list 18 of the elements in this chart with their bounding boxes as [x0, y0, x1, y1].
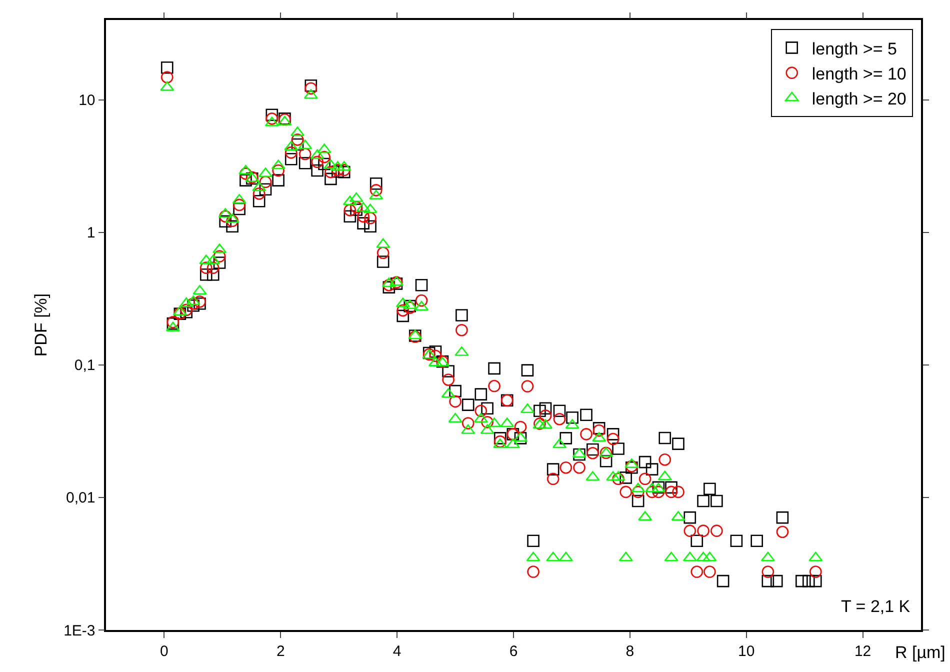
x-tick-label: 2 [276, 642, 285, 660]
legend-label: length >= 5 [812, 39, 897, 58]
y-tick-label: 1E-3 [64, 622, 96, 640]
y-tick-label: 0,1 [74, 357, 96, 374]
x-tick-label: 0 [160, 642, 168, 660]
x-tick-label: 10 [738, 642, 755, 660]
y-tick-label: 10 [78, 92, 96, 110]
x-tick-label: 8 [626, 642, 634, 660]
legend-label: length >= 20 [812, 90, 906, 109]
x-tick-label: 12 [854, 642, 872, 660]
y-tick-label: 0,01 [66, 490, 96, 507]
x-tick-label: 4 [392, 642, 402, 660]
annotation: T = 2,1 K [841, 597, 911, 616]
y-axis-title: PDF [%] [32, 293, 51, 357]
y-tick-label: 1 [86, 224, 96, 242]
legend-label: length >= 10 [812, 64, 906, 84]
x-tick-label: 6 [509, 642, 518, 660]
x-axis-title: R [µm] [895, 643, 946, 662]
